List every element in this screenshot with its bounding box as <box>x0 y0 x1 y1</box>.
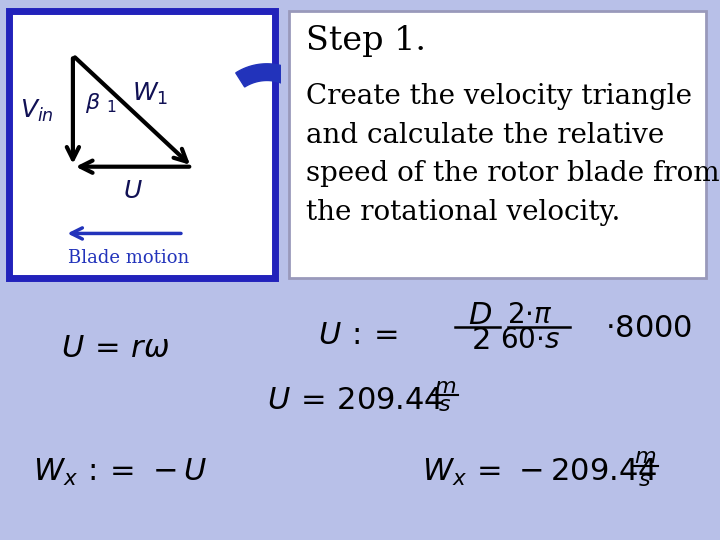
Text: $D$: $D$ <box>468 300 492 331</box>
Text: $\beta\ _1$: $\beta\ _1$ <box>85 91 117 114</box>
Text: $m$: $m$ <box>634 446 656 468</box>
Text: Blade motion: Blade motion <box>68 249 189 267</box>
Text: $W_x\,:=\,-U$: $W_x\,:=\,-U$ <box>33 457 207 488</box>
Text: $s$: $s$ <box>639 469 652 491</box>
Text: $2$: $2$ <box>471 325 489 356</box>
Text: Create the velocity triangle
and calculate the relative
speed of the rotor blade: Create the velocity triangle and calcula… <box>306 83 719 226</box>
Text: $U\,:=$: $U\,:=$ <box>318 320 398 351</box>
Text: $m$: $m$ <box>434 376 456 399</box>
Polygon shape <box>235 64 319 103</box>
Text: $V_{in}$: $V_{in}$ <box>20 98 54 124</box>
Text: $W_x\,{=}\,-209.44$: $W_x\,{=}\,-209.44$ <box>423 457 657 488</box>
FancyBboxPatch shape <box>9 11 275 278</box>
Text: $U\,{=}\,209.44$: $U\,{=}\,209.44$ <box>266 385 444 416</box>
Text: Step 1.: Step 1. <box>306 25 426 57</box>
Text: ${\cdot}8000$: ${\cdot}8000$ <box>605 313 693 344</box>
FancyBboxPatch shape <box>289 11 706 278</box>
Text: $U$: $U$ <box>122 180 143 203</box>
Text: $s$: $s$ <box>438 394 451 416</box>
Text: $W_1$: $W_1$ <box>132 82 168 107</box>
Text: $2{\cdot}\pi$: $2{\cdot}\pi$ <box>507 302 553 329</box>
Text: $U\,{=}\,r\omega$: $U\,{=}\,r\omega$ <box>60 333 169 364</box>
Text: $60{\cdot}s$: $60{\cdot}s$ <box>500 327 560 354</box>
